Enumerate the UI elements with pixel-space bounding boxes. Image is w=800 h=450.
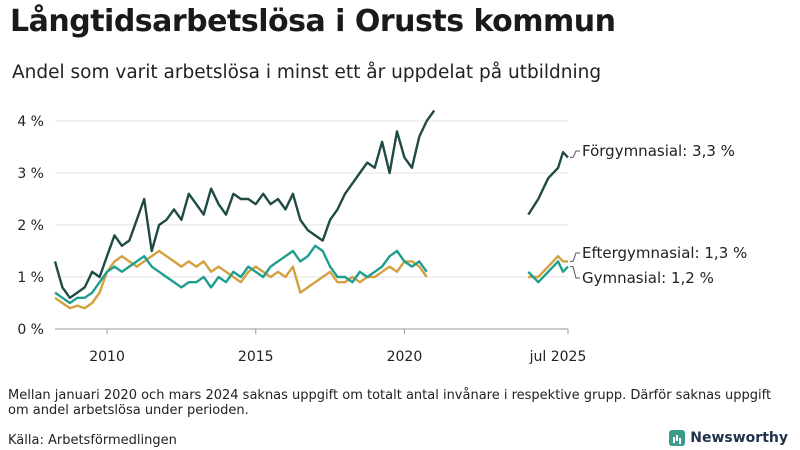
series-end-label: Gymnasial: 1,2 % (582, 269, 714, 287)
series-line-förgymnasial (53, 109, 436, 299)
chart-note: Mellan januari 2020 och mars 2024 saknas… (8, 388, 772, 418)
brand-logo: Newsworthy (669, 430, 788, 446)
x-tick-label: 2020 (387, 349, 423, 365)
chart-source: Källa: Arbetsförmedlingen (8, 433, 177, 448)
y-tick-label: 4 % (17, 114, 44, 130)
series-line-gymnasial (54, 244, 428, 305)
line-chart: 0 % 1 % 2 % 3 % 4 % 2010 2015 2020 jul 2025 Förgy… (17, 109, 747, 365)
brand-name: Newsworthy (690, 430, 788, 446)
y-tick-label: 0 % (17, 322, 44, 338)
leader-line (570, 266, 580, 279)
leader-line (570, 252, 580, 262)
y-tick-label: 1 % (17, 270, 44, 286)
series-end-label: Eftergymnasial: 1,3 % (582, 244, 747, 262)
series-line-förgymnasial (527, 150, 569, 216)
chart-subtitle: Andel som varit arbetslösa i minst ett å… (12, 62, 602, 83)
y-tick-label: 2 % (17, 218, 44, 234)
chart-title: Långtidsarbetslösa i Orusts kommun (10, 4, 616, 39)
series-line-eftergymnasial (528, 255, 568, 279)
series-line-eftergymnasial (54, 249, 428, 310)
x-tick-label: 2015 (238, 349, 274, 365)
x-tick-label: 2010 (89, 349, 125, 365)
series-line-gymnasial (527, 260, 569, 284)
y-tick-label: 3 % (17, 166, 44, 182)
x-tick-label: jul 2025 (529, 349, 587, 365)
leader-line (570, 150, 580, 158)
series-end-label: Förgymnasial: 3,3 % (582, 142, 735, 160)
bar-chart-icon (669, 430, 686, 446)
